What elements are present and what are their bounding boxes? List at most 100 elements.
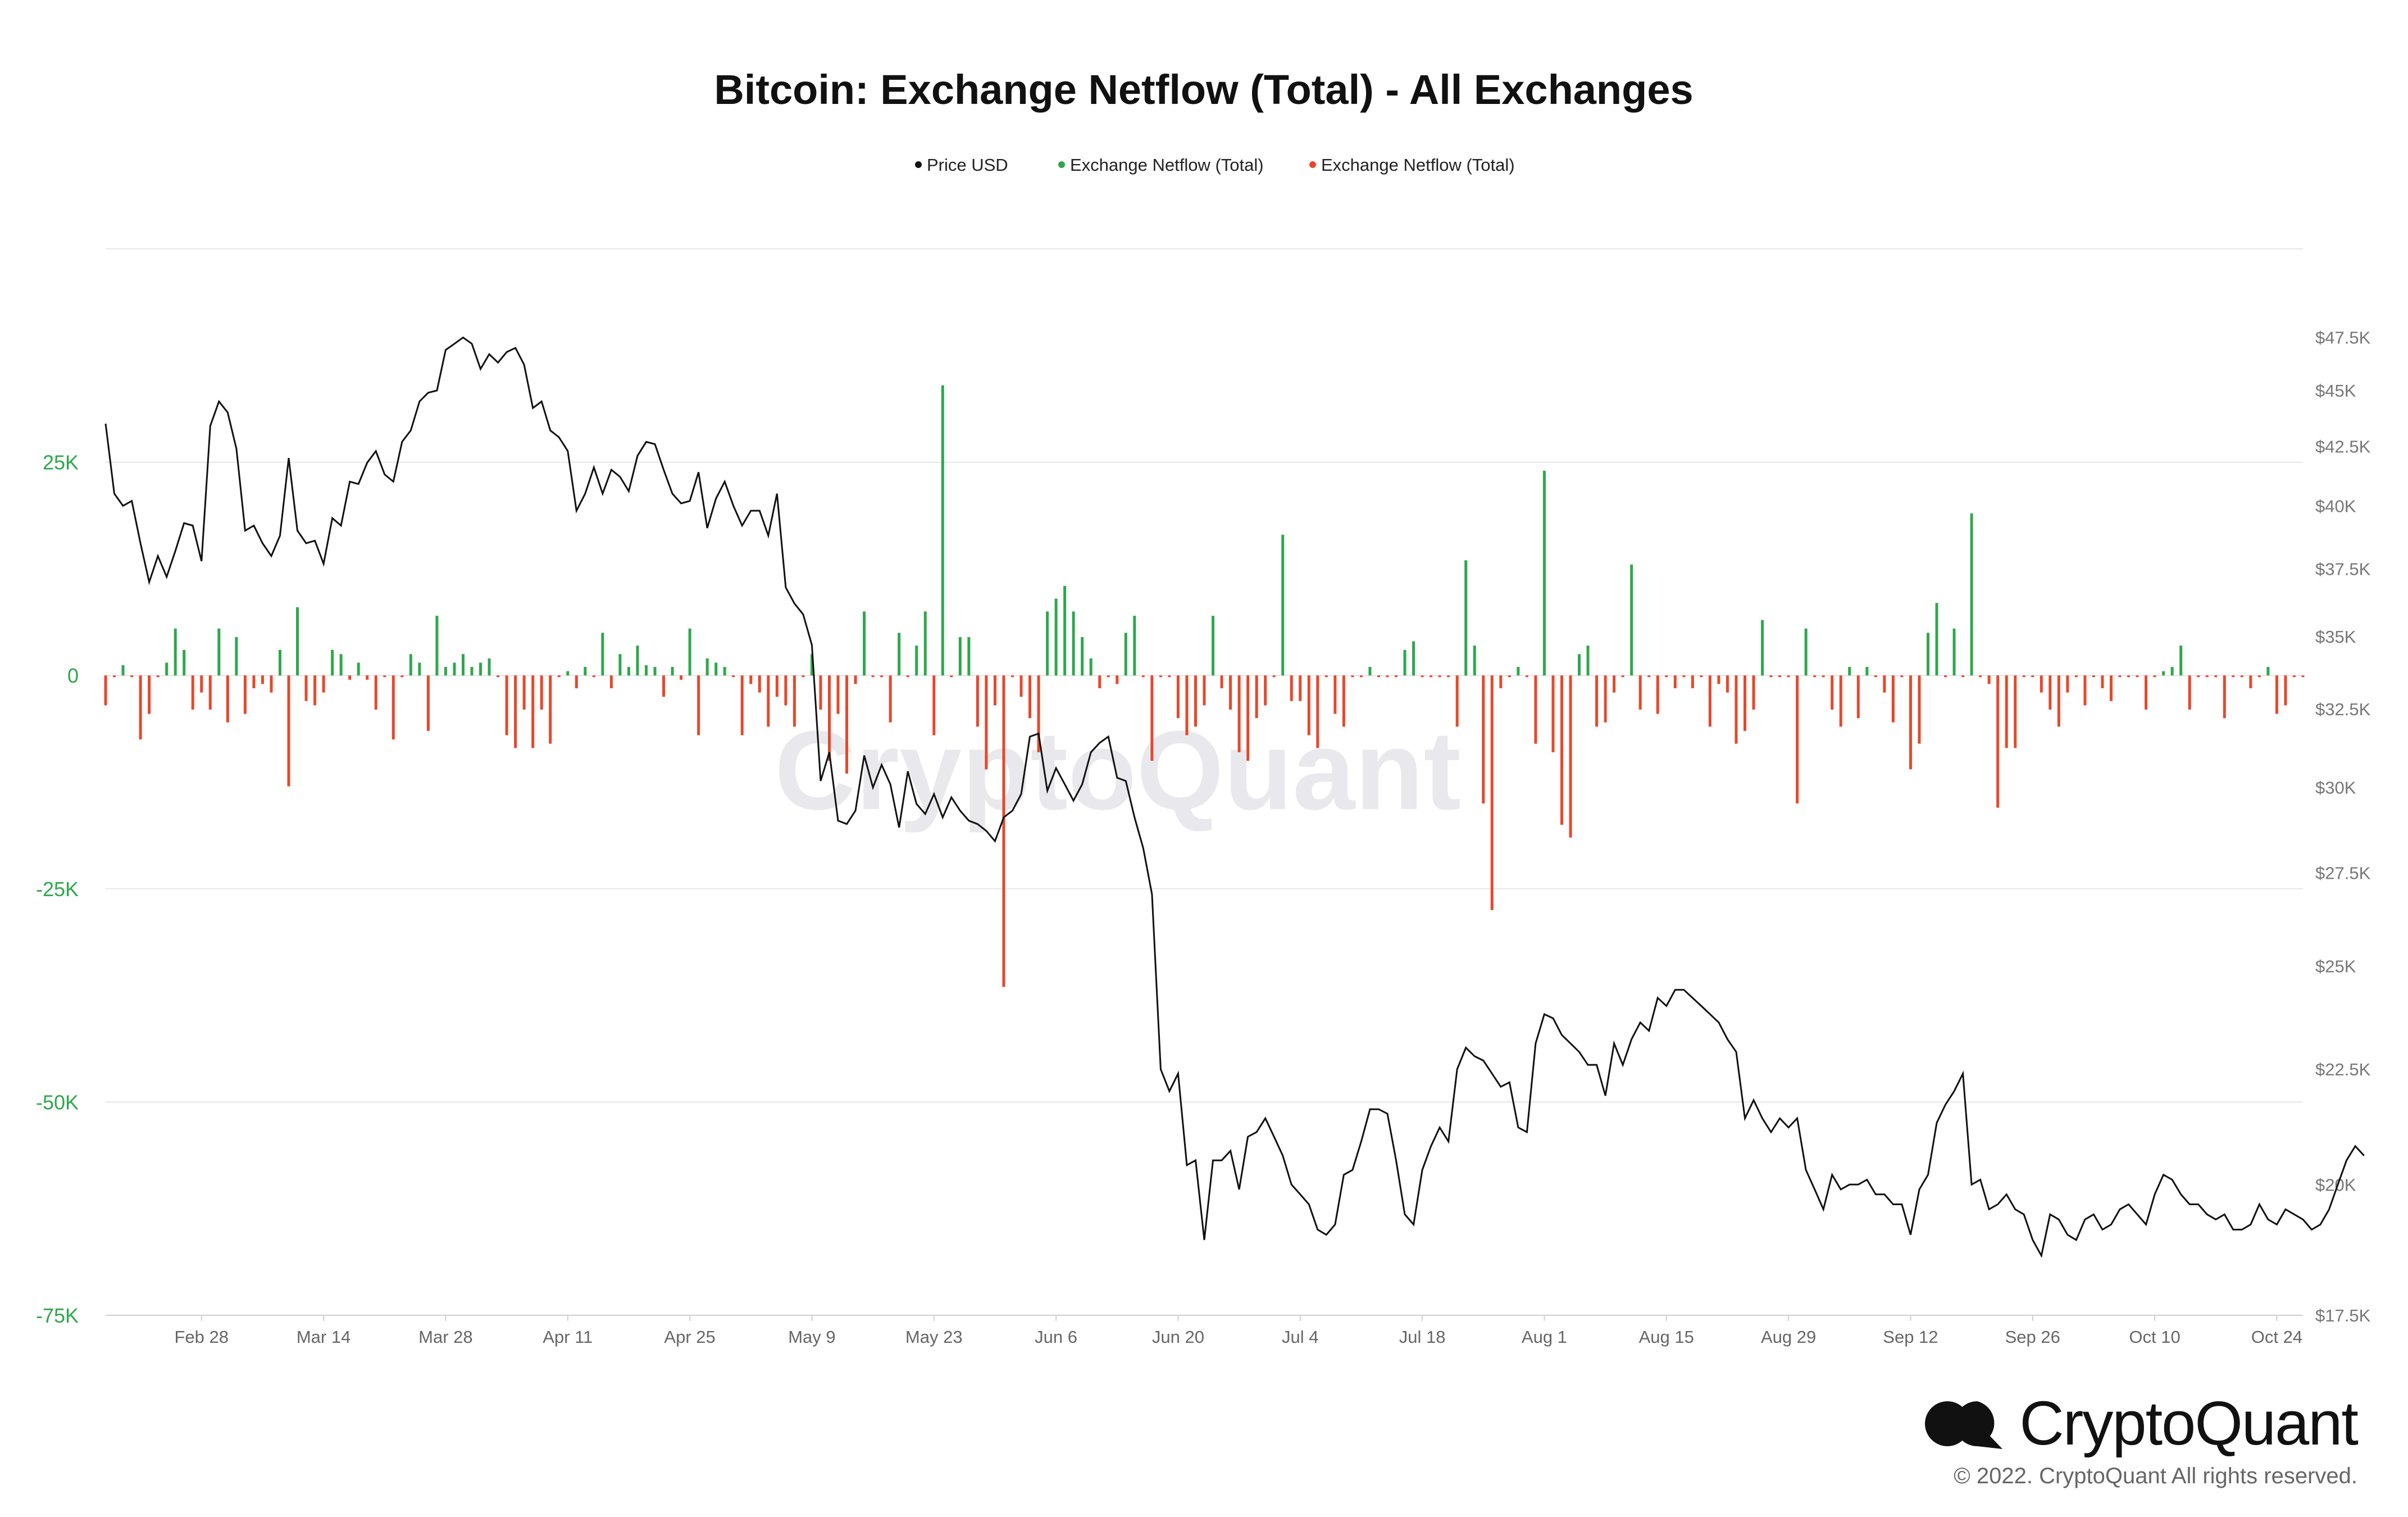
netflow-bar — [740, 675, 744, 735]
netflow-bar — [540, 675, 543, 710]
netflow-bar — [409, 654, 412, 676]
netflow-bar — [1961, 675, 1965, 678]
netflow-bar — [348, 675, 352, 680]
netflow-bar — [1176, 675, 1180, 719]
netflow-bar — [418, 662, 421, 676]
netflow-bar — [1264, 675, 1267, 706]
netflow-bar — [819, 675, 822, 710]
netflow-bar — [2101, 675, 2104, 688]
netflow-bar — [1630, 564, 1633, 676]
netflow-bar — [1613, 675, 1616, 693]
netflow-bar — [1220, 675, 1223, 688]
netflow-bar — [400, 675, 404, 678]
netflow-bar — [1717, 675, 1720, 684]
x-tick-label: Mar 28 — [418, 1327, 472, 1347]
right-tick-label: $27.5K — [2315, 863, 2371, 883]
netflow-bar — [2092, 675, 2095, 678]
netflow-bar — [915, 646, 918, 676]
netflow-bar — [889, 675, 892, 723]
chart-title: Bitcoin: Exchange Netflow (Total) - All … — [714, 66, 1693, 113]
right-tick-label: $40K — [2315, 496, 2356, 516]
netflow-bar — [1987, 675, 1991, 684]
netflow-bar — [584, 667, 587, 676]
left-axis: 25K 0 -25K -50K -75K — [36, 451, 79, 1327]
left-tick-label: -25K — [36, 878, 79, 901]
netflow-bar — [1395, 675, 1398, 678]
netflow-bar — [653, 667, 657, 676]
netflow-bar — [1010, 675, 1014, 678]
netflow-bar — [2249, 675, 2252, 688]
netflow-bar — [810, 654, 813, 676]
netflow-bar — [1019, 675, 1023, 697]
netflow-bar — [549, 675, 552, 744]
netflow-bar — [208, 675, 212, 710]
netflow-bar — [2275, 675, 2278, 714]
netflow-bar — [1194, 675, 1197, 727]
netflow-bar — [845, 675, 849, 774]
netflow-bar — [1359, 675, 1363, 678]
netflow-bar — [644, 665, 648, 676]
netflow-bar — [880, 675, 884, 678]
netflow-bar — [2232, 675, 2235, 678]
netflow-bar — [1787, 675, 1790, 678]
brand-logo: CryptoQuant — [1924, 1388, 2359, 1459]
netflow-bar — [1124, 633, 1127, 676]
netflow-bar — [1700, 675, 1703, 678]
netflow-bar — [1735, 675, 1738, 744]
netflow-bar — [2205, 675, 2209, 678]
netflow-bar — [688, 628, 691, 676]
netflow-bar — [252, 675, 256, 688]
netflow-bar — [1299, 675, 1302, 701]
netflow-bar — [2214, 675, 2218, 678]
netflow-bar — [1368, 667, 1372, 676]
x-tick-label: Aug 15 — [1639, 1327, 1694, 1347]
netflow-bar — [2066, 675, 2069, 693]
netflow-bar — [671, 667, 674, 676]
x-axis: Feb 28 Mar 14 Mar 28 Apr 11 Apr 25 May 9 May 2… — [175, 1315, 2302, 1347]
netflow-bar — [1831, 675, 1834, 710]
netflow-bar — [2049, 675, 2052, 710]
netflow-bar — [618, 654, 622, 676]
x-tick-label: Apr 11 — [543, 1327, 593, 1347]
netflow-bar — [2179, 646, 2183, 676]
x-tick-label: Jul 4 — [1282, 1327, 1318, 1347]
netflow-bar — [2153, 675, 2156, 678]
netflow-bar — [636, 646, 639, 676]
netflow-bar — [1490, 675, 1494, 910]
netflow-bar — [470, 667, 474, 676]
netflow-bar — [1604, 675, 1607, 723]
netflow-bar — [357, 662, 360, 676]
legend-outflow-label[interactable]: Exchange Netflow (Total) — [1321, 155, 1515, 175]
netflow-bar — [976, 675, 979, 727]
netflow-bar — [1246, 675, 1250, 761]
legend-inflow-label[interactable]: Exchange Netflow (Total) — [1070, 155, 1264, 175]
netflow-bar — [1185, 675, 1189, 735]
netflow-bar — [1551, 675, 1555, 752]
netflow-bar — [148, 675, 151, 714]
netflow-bar — [697, 675, 700, 735]
legend-price-label[interactable]: Price USD — [927, 155, 1008, 175]
right-tick-label: $37.5K — [2315, 560, 2371, 579]
netflow-bar — [226, 675, 229, 723]
netflow-bar — [1900, 675, 1904, 678]
netflow-bar — [1970, 513, 1973, 676]
netflow-bar — [1377, 675, 1380, 678]
netflow-bar — [1691, 675, 1694, 688]
netflow-bar — [1517, 667, 1520, 676]
netflow-bar — [1482, 675, 1485, 803]
netflow-bar — [1813, 675, 1817, 678]
netflow-bar — [723, 667, 726, 676]
netflow-bar — [270, 675, 273, 693]
netflow-bar — [1159, 675, 1162, 678]
netflow-bar — [1796, 675, 1799, 803]
netflow-bar — [497, 675, 500, 678]
netflow-bar — [2083, 675, 2087, 706]
x-tick-label: Jun 20 — [1152, 1327, 1204, 1347]
x-tick-label: May 23 — [905, 1327, 963, 1347]
netflow-bar — [2162, 671, 2165, 676]
netflow-bar — [1726, 675, 1729, 693]
netflow-bar — [592, 675, 595, 678]
netflow-bar — [200, 675, 203, 693]
netflow-bar — [2284, 675, 2287, 706]
netflow-bar — [1647, 675, 1651, 678]
